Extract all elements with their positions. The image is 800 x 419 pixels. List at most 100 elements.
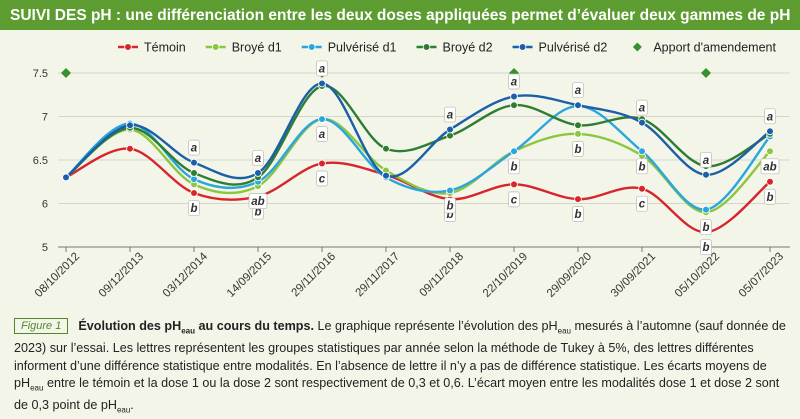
stat-letter: b bbox=[702, 242, 709, 254]
x-tick-label: 08/10/2012 bbox=[33, 251, 82, 300]
letter-box bbox=[316, 170, 328, 187]
legend-label: Pulvérisé d1 bbox=[328, 41, 397, 55]
point bbox=[318, 79, 326, 88]
stat-letter: a bbox=[511, 76, 518, 88]
point bbox=[702, 205, 710, 214]
x-tick-label: 05/07/2023 bbox=[737, 251, 786, 300]
stat-letter: c bbox=[639, 199, 646, 211]
point bbox=[510, 92, 518, 101]
stat-letter: a bbox=[767, 111, 774, 123]
point bbox=[638, 147, 646, 156]
point bbox=[574, 130, 582, 138]
stat-letter: a bbox=[319, 63, 326, 75]
letter-box bbox=[764, 108, 776, 125]
stat-letter: ab bbox=[763, 161, 776, 173]
point bbox=[510, 180, 518, 189]
x-tick-label: 09/11/2018 bbox=[418, 251, 467, 300]
point bbox=[510, 147, 518, 156]
title-bar bbox=[0, 0, 800, 30]
letter-box bbox=[572, 141, 584, 157]
point bbox=[318, 115, 326, 123]
legend-marker bbox=[307, 43, 316, 51]
stat-letter: b bbox=[254, 207, 261, 219]
letter-box bbox=[572, 206, 584, 222]
stat-letter: b bbox=[574, 144, 581, 156]
amendment-marker bbox=[701, 68, 711, 78]
letter-box bbox=[508, 73, 520, 90]
letter-box bbox=[636, 99, 648, 116]
letter-box bbox=[508, 191, 520, 208]
caption-text: eau bbox=[557, 326, 571, 336]
letter-box bbox=[444, 106, 456, 123]
point bbox=[318, 159, 326, 168]
caption-text: . bbox=[130, 398, 134, 413]
stat-letter: b bbox=[638, 161, 645, 173]
stat-letter: a bbox=[447, 110, 454, 122]
stat-letter: b bbox=[510, 161, 517, 173]
x-tick-label: 05/10/2022 bbox=[673, 251, 722, 300]
y-tick-label: 6.5 bbox=[33, 155, 48, 167]
series-line bbox=[65, 82, 771, 180]
letter-box bbox=[764, 188, 776, 205]
point bbox=[766, 177, 774, 186]
x-tick-label: 09/12/2013 bbox=[97, 251, 146, 300]
letter-box bbox=[248, 193, 268, 209]
x-tick-label: 29/11/2017 bbox=[354, 251, 403, 300]
series-line bbox=[65, 84, 771, 186]
letter-box bbox=[760, 158, 780, 175]
point bbox=[638, 118, 646, 127]
legend-marker bbox=[211, 43, 220, 51]
legend-label: Broyé d1 bbox=[232, 41, 282, 55]
point bbox=[766, 147, 774, 156]
x-tick-label: 29/09/2020 bbox=[545, 251, 594, 300]
point bbox=[382, 144, 390, 153]
letter-box bbox=[316, 60, 328, 77]
y-tick-label: 6 bbox=[42, 199, 48, 211]
x-tick-label: 14/09/2015 bbox=[225, 251, 274, 300]
point bbox=[254, 169, 262, 177]
point bbox=[62, 173, 70, 182]
stat-letter: b bbox=[702, 222, 709, 234]
legend-label: Pulvérisé d2 bbox=[539, 41, 608, 55]
point bbox=[510, 101, 518, 109]
legend-marker bbox=[124, 43, 132, 51]
legend-label: Broyé d2 bbox=[443, 41, 493, 55]
letter-box bbox=[444, 197, 456, 214]
caption-text: Le graphique représente l’évolution des … bbox=[313, 319, 558, 333]
legend-label: Témoin bbox=[144, 41, 186, 55]
caption-text: entre le témoin et la dose 1 ou la dose … bbox=[14, 376, 780, 413]
point bbox=[574, 121, 582, 129]
caption: Figure 1 Évolution des pHeau au cours du … bbox=[14, 318, 786, 419]
x-tick-label: 30/09/2021 bbox=[609, 251, 658, 300]
point bbox=[638, 184, 646, 193]
stat-letter: c bbox=[511, 194, 518, 206]
point bbox=[382, 171, 390, 180]
point bbox=[766, 127, 774, 136]
legend-marker bbox=[518, 43, 527, 51]
stat-letter: b bbox=[446, 209, 453, 221]
letter-box bbox=[700, 219, 712, 236]
legend-marker bbox=[422, 43, 431, 51]
series-line bbox=[65, 104, 771, 211]
letter-box bbox=[636, 195, 648, 212]
letter-box bbox=[252, 150, 264, 166]
x-tick-label: 29/11/2016 bbox=[290, 251, 339, 300]
stat-letter: a bbox=[191, 143, 198, 155]
caption-text: eau bbox=[30, 383, 44, 393]
caption-text: mesurés à l’automne (sauf donnée de 2023… bbox=[14, 319, 786, 391]
letter-box bbox=[700, 239, 712, 256]
series-line bbox=[65, 117, 771, 214]
stat-letter: a bbox=[575, 85, 582, 97]
point bbox=[574, 195, 582, 203]
caption-text: eau bbox=[116, 405, 131, 415]
caption-text: au cours du temps. bbox=[195, 319, 314, 333]
point bbox=[446, 186, 454, 195]
point bbox=[574, 101, 582, 109]
stat-letter: b bbox=[446, 200, 453, 212]
stat-letter: a bbox=[703, 155, 710, 167]
amendment-marker bbox=[61, 68, 71, 78]
stat-letter: ab bbox=[251, 196, 264, 208]
stat-letter: b bbox=[574, 209, 581, 221]
point bbox=[190, 189, 198, 197]
